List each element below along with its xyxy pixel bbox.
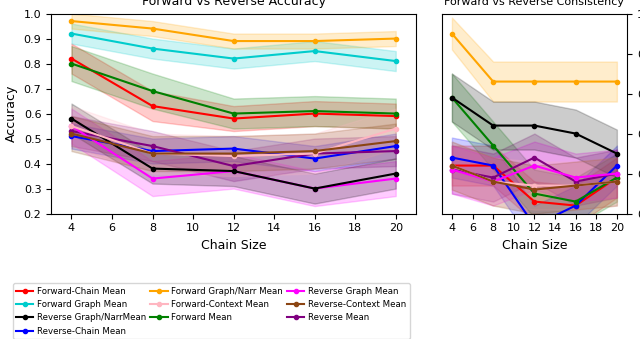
- Forward Graph Mean: [311, 49, 319, 53]
- Forward-Chain Mean: [311, 112, 319, 116]
- Forward-Chain Mean: [68, 57, 76, 61]
- Forward Graph Mean: [68, 32, 76, 36]
- Reverse-Chain Mean: [230, 146, 237, 151]
- Line: Reverse Graph Mean: Reverse Graph Mean: [69, 124, 398, 191]
- Reverse-Context Mean: [68, 132, 76, 136]
- Reverse-Chain Mean: [148, 149, 156, 153]
- Forward Graph/Narr Mean: [68, 19, 76, 23]
- Line: Reverse Mean: Reverse Mean: [69, 129, 398, 168]
- Title: Forward vs Reverse Consistency: Forward vs Reverse Consistency: [444, 0, 625, 7]
- Forward Graph/Narr Mean: [148, 26, 156, 31]
- Forward Graph Mean: [392, 59, 399, 63]
- Reverse Graph Mean: [68, 124, 76, 128]
- Line: Forward Graph/Narr Mean: Forward Graph/Narr Mean: [69, 19, 398, 43]
- X-axis label: Chain Size: Chain Size: [201, 239, 266, 252]
- Forward-Context Mean: [230, 154, 237, 158]
- Forward Graph/Narr Mean: [230, 39, 237, 43]
- Reverse Graph/NarrMean: [68, 117, 76, 121]
- Reverse Graph Mean: [148, 177, 156, 181]
- Reverse-Context Mean: [148, 152, 156, 156]
- Line: Forward Mean: Forward Mean: [69, 61, 398, 116]
- Forward-Context Mean: [392, 126, 399, 131]
- Line: Reverse-Chain Mean: Reverse-Chain Mean: [69, 134, 398, 161]
- Forward Graph Mean: [230, 57, 237, 61]
- Forward Graph/Narr Mean: [311, 39, 319, 43]
- Reverse Mean: [392, 149, 399, 153]
- Reverse Graph Mean: [230, 169, 237, 173]
- Reverse Graph/NarrMean: [148, 166, 156, 171]
- Reverse-Chain Mean: [311, 157, 319, 161]
- Forward-Chain Mean: [230, 117, 237, 121]
- Reverse-Context Mean: [230, 152, 237, 156]
- Reverse Mean: [311, 152, 319, 156]
- Reverse Mean: [148, 144, 156, 148]
- Reverse Mean: [68, 129, 76, 133]
- Forward Mean: [230, 112, 237, 116]
- Reverse Graph/NarrMean: [392, 172, 399, 176]
- Line: Reverse Graph/NarrMean: Reverse Graph/NarrMean: [69, 117, 398, 191]
- Reverse Graph Mean: [392, 177, 399, 181]
- Title: Forward vs Reverse Accuracy: Forward vs Reverse Accuracy: [141, 0, 326, 8]
- Forward Graph/Narr Mean: [392, 37, 399, 41]
- Reverse Graph/NarrMean: [311, 186, 319, 191]
- Forward Mean: [148, 89, 156, 93]
- Reverse Graph/NarrMean: [230, 169, 237, 173]
- Line: Reverse-Context Mean: Reverse-Context Mean: [69, 132, 398, 156]
- Forward Mean: [392, 112, 399, 116]
- Forward Graph Mean: [148, 46, 156, 51]
- Forward Mean: [68, 62, 76, 66]
- Line: Forward-Chain Mean: Forward-Chain Mean: [69, 57, 398, 121]
- Legend: Forward-Chain Mean, Forward Graph Mean, Reverse Graph/NarrMean, Reverse-Chain Me: Forward-Chain Mean, Forward Graph Mean, …: [13, 283, 410, 339]
- Line: Forward-Context Mean: Forward-Context Mean: [69, 124, 398, 158]
- Reverse Mean: [230, 164, 237, 168]
- Y-axis label: Accuracy: Accuracy: [5, 85, 18, 142]
- Reverse-Chain Mean: [392, 144, 399, 148]
- Forward-Context Mean: [148, 152, 156, 156]
- Forward-Context Mean: [311, 152, 319, 156]
- Reverse-Chain Mean: [68, 134, 76, 138]
- Forward-Chain Mean: [392, 114, 399, 118]
- Forward-Chain Mean: [148, 104, 156, 108]
- Forward-Context Mean: [68, 124, 76, 128]
- Reverse Graph Mean: [311, 186, 319, 191]
- Line: Forward Graph Mean: Forward Graph Mean: [69, 32, 398, 63]
- Reverse-Context Mean: [392, 139, 399, 143]
- Reverse-Context Mean: [311, 149, 319, 153]
- Forward Mean: [311, 109, 319, 113]
- X-axis label: Chain Size: Chain Size: [502, 239, 567, 252]
